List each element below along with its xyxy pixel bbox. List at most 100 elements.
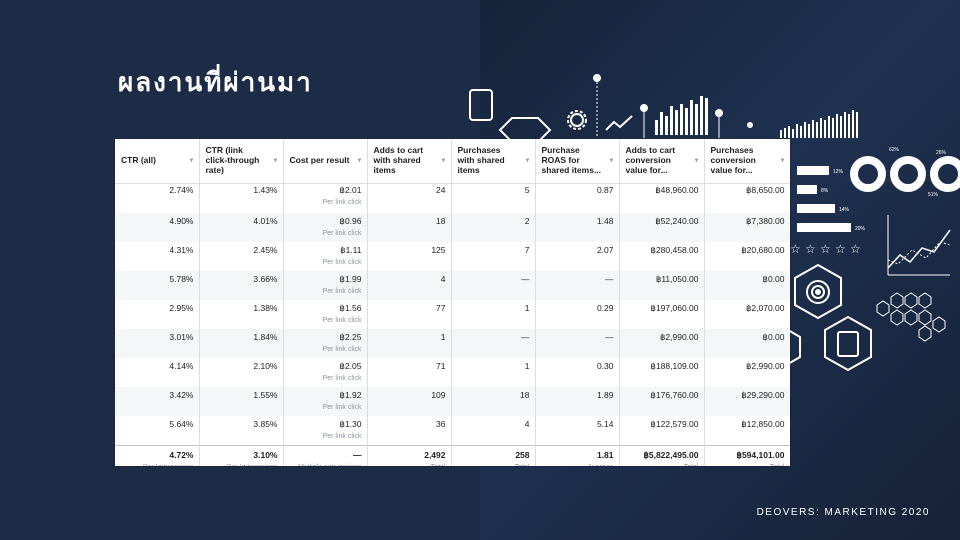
cell-value: 3.85%: [253, 419, 278, 429]
cell-value: ฿1.92: [339, 390, 362, 400]
cell-value: 125: [431, 245, 446, 255]
column-header-adds-to-cart[interactable]: Adds to cart with shared items ▼: [367, 139, 452, 184]
cell-value: ฿52,240.00: [655, 216, 699, 226]
cell-value: ฿122,579.00: [650, 419, 699, 429]
cell-purchases-value: ฿7,380.00: [704, 213, 790, 242]
cell-ctr-link: 1.38%: [199, 300, 284, 329]
table-header-row: CTR (all) ▼ CTR (link click-through rate)…: [115, 139, 790, 184]
cell-value: 2.10%: [253, 361, 278, 371]
cell-value: 2.45%: [253, 245, 278, 255]
total-sub-label: Total: [710, 464, 785, 466]
cell-value: ฿12,850.00: [741, 419, 785, 429]
cell-value: 1.43%: [253, 185, 278, 195]
column-header-purchases[interactable]: Purchases with shared items ▼: [451, 139, 536, 184]
percent-label: 14%: [839, 207, 850, 213]
cell-value: ฿188,109.00: [650, 361, 699, 371]
total-adds-to-cart: 2,492 Total: [367, 445, 452, 466]
cell-purchase-roas: 2.07: [535, 242, 620, 271]
cell-ctr-link: 3.66%: [199, 271, 284, 300]
cell-ctr-link: 2.10%: [199, 358, 284, 387]
cell-cost-per-result: ฿1.99 Per link click: [283, 271, 368, 300]
column-header-cost-per-result[interactable]: Cost per result ▼: [283, 139, 368, 184]
table-row: 5.78% 3.66% ฿1.99 Per link click 4 — — ฿11,050.…: [115, 271, 790, 300]
ads-report-table-screenshot: CTR (all) ▼ CTR (link click-through rate)…: [115, 139, 790, 466]
cell-value: 2: [524, 216, 530, 226]
cell-value: 4: [440, 274, 446, 284]
total-sub-label: Multiple conversions: [289, 464, 361, 466]
cell-purchase-roas: —: [535, 271, 620, 300]
cell-value: ฿197,060.00: [650, 303, 699, 313]
cell-sub-label: Per link click: [322, 345, 362, 353]
cell-value: ฿1.56: [339, 303, 362, 313]
cell-value: 7: [524, 245, 530, 255]
cell-ctr-all: 3.42%: [115, 387, 200, 416]
table-row: 3.42% 1.55% ฿1.92 Per link click 109 18 1.89 ฿1…: [115, 387, 790, 416]
cell-value: 5.64%: [169, 419, 194, 429]
column-header-ctr-all[interactable]: CTR (all) ▼: [115, 139, 200, 184]
svg-text:☆: ☆: [805, 242, 816, 256]
cell-value: ฿48,960.00: [655, 185, 699, 195]
cell-ctr-all: 4.14%: [115, 358, 200, 387]
cell-value: ฿8,650.00: [746, 185, 785, 195]
sort-icon: ▼: [272, 158, 279, 164]
cell-ctr-link: 1.55%: [199, 387, 284, 416]
horizontal-bars-icon: [797, 166, 851, 232]
target-icon: [794, 263, 842, 320]
cell-adds-to-cart: 109: [367, 387, 452, 416]
cell-purchases-value: ฿20,680.00: [704, 242, 790, 271]
cell-value: ฿2.01: [339, 185, 362, 195]
cell-value: ฿2,990.00: [746, 361, 785, 371]
column-header-purchases-value[interactable]: Purchases conversion value for... ▼: [704, 139, 790, 184]
cell-purchases: 5: [451, 183, 536, 213]
cell-value: ฿0.00: [762, 332, 785, 342]
cell-ctr-all: 5.64%: [115, 416, 200, 446]
svg-text:☆: ☆: [835, 242, 846, 256]
cell-cost-per-result: ฿0.96 Per link click: [283, 213, 368, 242]
total-cost-per-result: — Multiple conversions: [283, 445, 368, 466]
cell-value: 3.42%: [169, 390, 194, 400]
cell-value: 3.66%: [253, 274, 278, 284]
total-value: 258: [515, 449, 530, 460]
table-row: 2.74% 1.43% ฿2.01 Per link click 24 5 0.87 ฿48,…: [115, 183, 790, 213]
cell-value: ฿176,760.00: [650, 390, 699, 400]
total-adds-to-cart-value: ฿5,822,495.00 Total: [619, 445, 705, 466]
cell-ctr-link: 1.84%: [199, 329, 284, 358]
cell-value: 5: [524, 185, 530, 195]
cell-adds-to-cart: 125: [367, 242, 452, 271]
cell-adds-to-cart-value: ฿11,050.00: [619, 271, 705, 300]
cell-value: ฿0.00: [762, 274, 785, 284]
honeycomb-icon: [876, 292, 946, 342]
cell-purchase-roas: 5.14: [535, 416, 620, 446]
cell-sub-label: Per link click: [322, 198, 362, 206]
column-header-ctr-link[interactable]: CTR (link click-through rate) ▼: [199, 139, 284, 184]
sort-icon: ▼: [608, 158, 615, 164]
total-sub-label: Total: [373, 464, 446, 466]
cell-value: 1.38%: [253, 303, 278, 313]
cell-value: 4.01%: [253, 216, 278, 226]
mini-bar-chart-icon: [780, 110, 858, 138]
cell-value: 24: [436, 185, 446, 195]
cell-purchases: 1: [451, 358, 536, 387]
cell-adds-to-cart: 36: [367, 416, 452, 446]
column-header-adds-to-cart-value[interactable]: Adds to cart conversion value for... ▼: [619, 139, 705, 184]
cell-purchases: 4: [451, 416, 536, 446]
total-ctr-all: 4.72% Per Impressions: [115, 445, 200, 466]
sort-icon: ▼: [188, 158, 195, 164]
column-header-purchase-roas[interactable]: Purchase ROAS for shared items... ▼: [535, 139, 620, 184]
cell-value: 4.90%: [169, 216, 194, 226]
cell-value: 2.95%: [169, 303, 194, 313]
cell-adds-to-cart: 77: [367, 300, 452, 329]
cell-value: 5.14: [596, 419, 614, 429]
cell-purchases: —: [451, 271, 536, 300]
cell-adds-to-cart-value: ฿188,109.00: [619, 358, 705, 387]
cell-value: 3.01%: [169, 332, 194, 342]
total-value: 4.72%: [169, 449, 194, 460]
total-purchases-value: ฿594,101.00 Total: [704, 445, 790, 466]
total-sub-label: Total: [625, 464, 699, 466]
cell-sub-label: Per link click: [322, 258, 362, 266]
cell-value: ฿0.96: [339, 216, 362, 226]
line-graph-icon: [887, 215, 951, 276]
cell-value: 71: [436, 361, 446, 371]
total-value: 1.81: [596, 449, 614, 460]
cell-value: ฿29,290.00: [741, 390, 785, 400]
